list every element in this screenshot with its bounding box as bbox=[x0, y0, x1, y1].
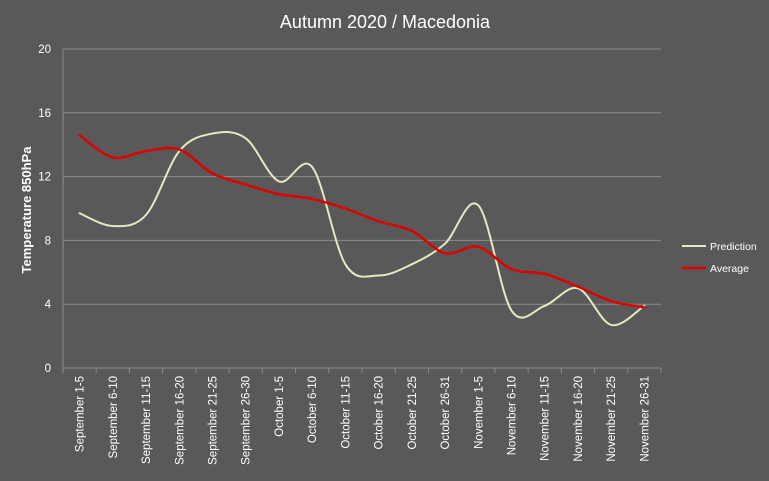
x-tick-label: October 16-20 bbox=[374, 376, 386, 450]
y-tick-label: 0 bbox=[45, 363, 51, 375]
x-tick-label: October 11-15 bbox=[340, 376, 352, 449]
x-tick-label: September 26-30 bbox=[241, 376, 253, 465]
x-tick-label: November 26-31 bbox=[639, 376, 651, 462]
series-line-average bbox=[78, 133, 646, 309]
x-tick-label: November 21-25 bbox=[606, 376, 618, 462]
x-tick-label: November 11-15 bbox=[540, 376, 552, 461]
y-tick-label: 8 bbox=[45, 235, 51, 247]
chart-title: Autumn 2020 / Macedonia bbox=[280, 12, 491, 32]
y-tick-label: 20 bbox=[38, 44, 51, 56]
y-tick-label: 16 bbox=[38, 108, 51, 120]
x-tick-label: September 21-25 bbox=[208, 376, 220, 465]
x-tick-label: October 1-5 bbox=[274, 376, 286, 437]
x-tick-label: October 21-25 bbox=[407, 376, 419, 450]
legend-label-prediction: Prediction bbox=[710, 241, 757, 253]
grid-layer bbox=[62, 48, 662, 373]
series-layer bbox=[78, 131, 646, 327]
x-tick-label: September 6-10 bbox=[108, 376, 120, 458]
legend-label-average: Average bbox=[710, 263, 749, 275]
x-tick-label: September 16-20 bbox=[174, 376, 186, 465]
x-tick-labels: September 1-5 September 6-10 September 11-… bbox=[75, 376, 652, 465]
x-tick-label: September 11-15 bbox=[141, 376, 153, 464]
x-tick-label: October 6-10 bbox=[307, 376, 319, 443]
x-tick-label: November 16-20 bbox=[573, 376, 585, 462]
x-tick-label: October 26-31 bbox=[440, 376, 452, 450]
y-tick-label: 4 bbox=[45, 299, 52, 311]
y-tick-labels: 0 4 8 12 16 20 bbox=[38, 44, 51, 375]
y-axis-label: Temperature 850hPa bbox=[19, 146, 34, 274]
x-tick-label: November 6-10 bbox=[507, 376, 519, 455]
x-tick-label: September 1-5 bbox=[75, 376, 87, 452]
x-tick-label: November 1-5 bbox=[473, 376, 485, 449]
series-line-prediction bbox=[78, 131, 646, 327]
y-tick-label: 12 bbox=[38, 172, 51, 184]
legend: Prediction Average bbox=[682, 241, 757, 275]
